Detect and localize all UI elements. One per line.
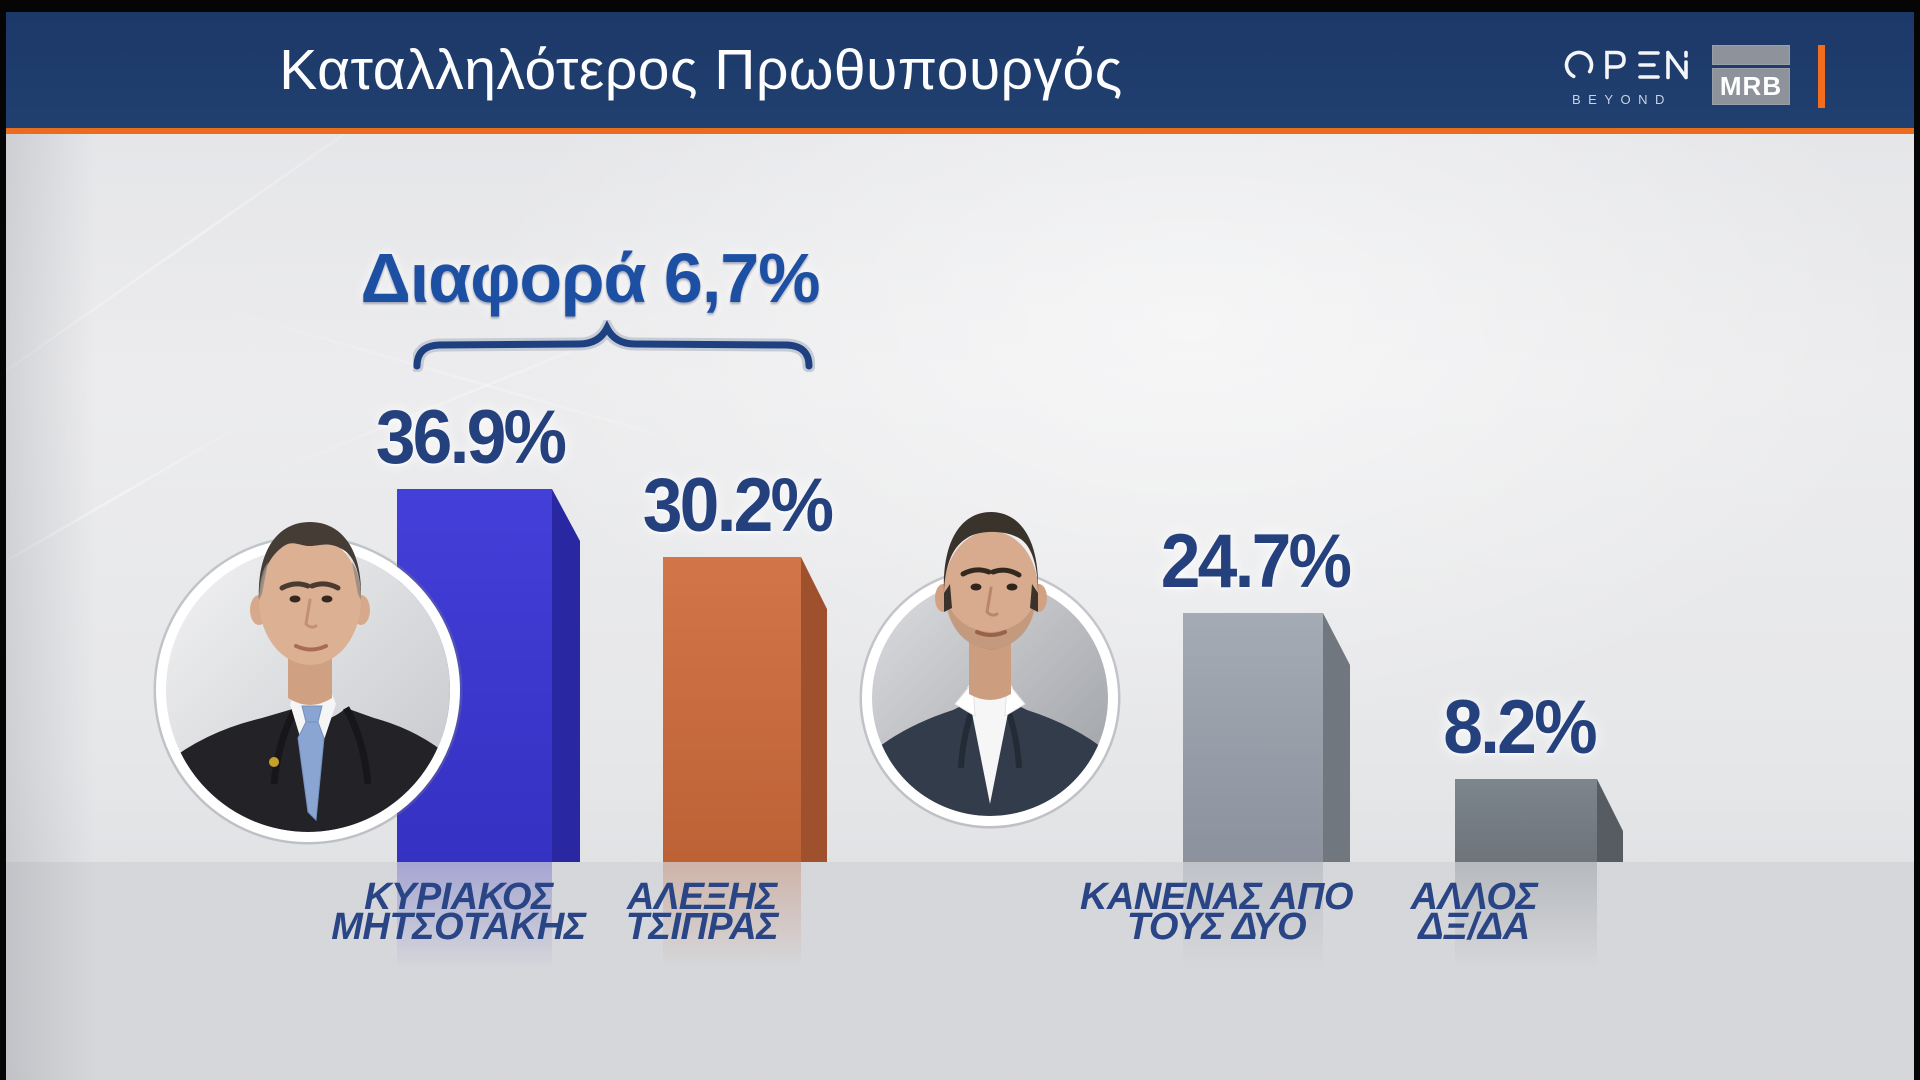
bar-group-neither: 24.7% ΚΑΝΕΝΑΣ ΑΠΟ ΤΟΥΣ ΔΥΟ [1080, 519, 1353, 992]
frame-right-edge [1914, 0, 1920, 1080]
bar-other [1455, 779, 1623, 862]
bar-side [801, 557, 827, 862]
bar-reflection [397, 862, 552, 992]
bar-reflection [1455, 862, 1597, 992]
bar-side [1323, 613, 1350, 862]
bar-tsipras [663, 557, 827, 862]
value-label: 24.7% [1160, 519, 1351, 604]
bar-group-other: 8.2% ΑΛΛΟΣ ΔΞ/ΔΑ [1411, 685, 1623, 992]
mrb-logo-flag [1712, 45, 1790, 65]
bar-reflection [1183, 862, 1323, 992]
category-label: ΚΥΡΙΑΚΟΣ ΜΗΤΣΟΤΑΚΗΣ [331, 876, 586, 948]
bar-face [663, 557, 801, 862]
page-title: Καταλληλότερος Πρωθυπουργός [279, 38, 1123, 102]
value-label: 30.2% [642, 463, 834, 548]
mrb-logo-text: MRB [1712, 68, 1790, 105]
header-bar: Καταλληλότερος Πρωθυπουργός BEYOND MRB [6, 12, 1914, 134]
category-label: ΚΑΝΕΝΑΣ ΑΠΟ ΤΟΥΣ ΔΥΟ [1080, 876, 1353, 948]
bar-side [552, 489, 580, 862]
bar-neither [1183, 613, 1350, 862]
accent-tick [1818, 45, 1825, 108]
mitsotakis-photo [153, 522, 463, 845]
open-logo-tagline: BEYOND [1572, 92, 1672, 107]
bar-group-mitsotakis: 36.9% ΚΥΡΙΑΚΟΣ ΜΗΤΣΟΤΑΚΗΣ [331, 395, 586, 992]
value-label: 8.2% [1443, 685, 1597, 770]
category-label: ΑΛΕΞΗΣ ΤΣΙΠΡΑΣ [625, 876, 779, 948]
frame-left-edge [0, 0, 6, 1080]
mrb-logo: MRB [1712, 45, 1790, 105]
category-label: ΑΛΛΟΣ ΔΞ/ΔΑ [1410, 876, 1538, 948]
bar-face [1183, 613, 1323, 862]
bar-side [1597, 779, 1623, 862]
tsipras-photo [859, 512, 1121, 829]
floor-shading [0, 862, 1920, 1080]
open-logo-icon [1564, 50, 1688, 80]
value-label: 36.9% [375, 395, 566, 480]
frame-top-edge [0, 0, 1920, 12]
bar-reflection [663, 862, 801, 992]
difference-annotation: Διαφορά 6,7% [360, 239, 821, 317]
open-channel-logo: BEYOND [1562, 48, 1732, 107]
bar-group-tsipras: 30.2% ΑΛΕΞΗΣ ΤΣΙΠΡΑΣ [626, 463, 834, 992]
bar-face [1455, 779, 1597, 862]
difference-brace-icon [413, 320, 815, 372]
